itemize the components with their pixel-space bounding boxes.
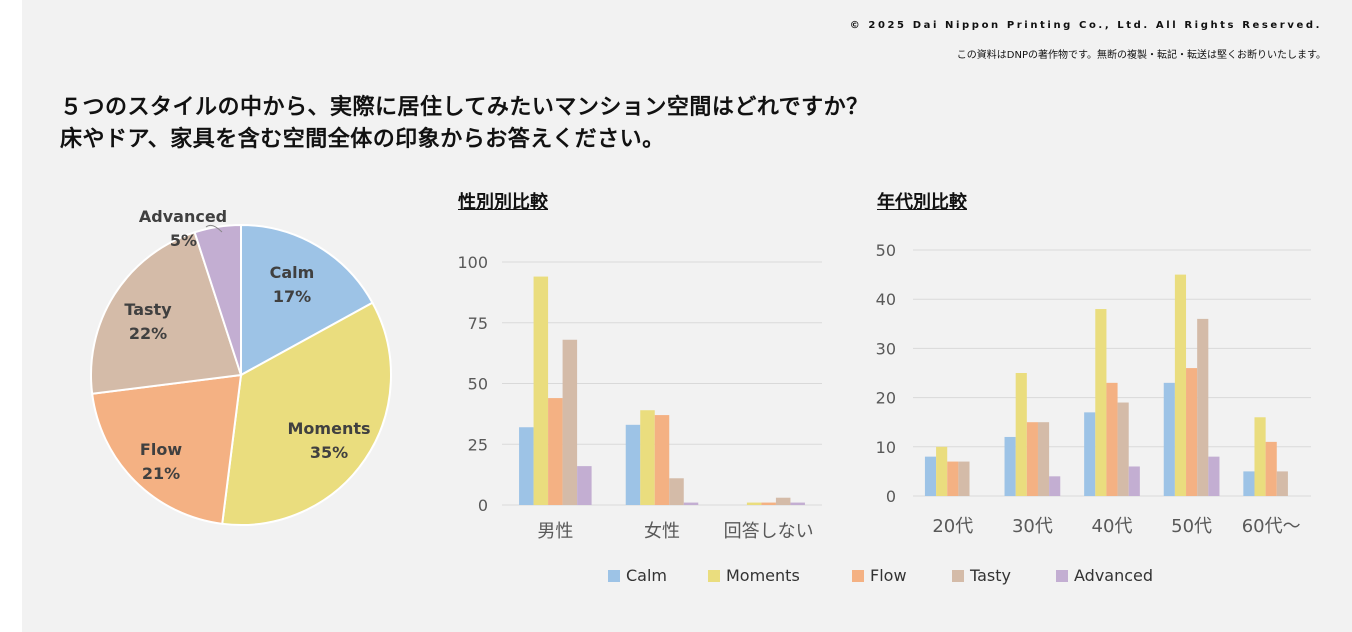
gender-bar-tasty (775, 497, 791, 505)
chart-legend: Calm Moments Flow Tasty Advanced (608, 566, 1153, 585)
pie-label-tasty: Tasty (124, 300, 172, 319)
legend-swatch (952, 569, 964, 582)
pie-slice-tasty (90, 231, 243, 395)
legend-label: Flow (870, 566, 907, 585)
pie-value-advanced: 5% (170, 231, 197, 250)
age-ytick: 30 (876, 339, 896, 358)
age-ytick: 50 (876, 241, 896, 260)
age-ytick: 10 (876, 438, 896, 457)
notice-text: この資料はDNPの著作物です。無断の複製・転記・転送は堅くお断りいたします。 (956, 50, 1326, 61)
gender-bar-moments (746, 502, 762, 505)
pie-value-calm: 17% (273, 287, 311, 306)
age-ytick: 0 (886, 487, 896, 506)
gender-bar-advanced (790, 502, 805, 505)
legend-label: Advanced (1074, 566, 1154, 585)
gender-xtick: 女性 (644, 521, 680, 542)
gender-bar-tasty (669, 478, 684, 505)
age-bar-calm (1084, 412, 1096, 496)
title-line-2: 床やドア、家具を含む空間全体の印象からお答えください。 (60, 127, 665, 152)
legend-item-tasty: Tasty (952, 566, 1056, 585)
copyright-text: © 2025 Dai Nippon Printing Co., Ltd. All… (849, 20, 1322, 31)
pie-leader-line (205, 224, 223, 233)
age-bar-flow (1106, 382, 1118, 496)
age-bar-flow (947, 461, 959, 496)
gender-chart-title: 性別別比較 (458, 192, 548, 213)
age-bar-tasty (1117, 402, 1129, 496)
gender-bar-advanced (683, 502, 699, 505)
gender-bar-calm (519, 427, 534, 505)
age-xtick: 40代 (1092, 516, 1133, 537)
gender-ytick: 75 (468, 314, 488, 333)
age-bar-flow (1026, 422, 1038, 496)
pie-value-tasty: 22% (129, 324, 167, 343)
gender-ytick: 50 (468, 375, 488, 394)
gender-ytick: 0 (478, 496, 488, 515)
legend-item-flow: Flow (852, 566, 952, 585)
gender-xtick: 男性 (537, 521, 573, 542)
pie-slice-flow (91, 373, 243, 525)
legend-swatch (852, 569, 864, 582)
age-bar-tasty (1197, 318, 1209, 496)
pie-slice-moments (221, 301, 392, 526)
age-bar-tasty (1276, 471, 1288, 496)
age-xtick: 20代 (932, 516, 973, 537)
gender-bar-flow (761, 502, 776, 505)
gender-bar-advanced (577, 466, 592, 505)
legend-item-advanced: Advanced (1056, 566, 1153, 585)
age-bar-flow (1186, 368, 1198, 496)
pie-value-flow: 21% (142, 464, 180, 483)
gender-bar-flow (654, 415, 670, 505)
gender-bar-moments (640, 410, 655, 505)
age-xtick: 60代～ (1242, 516, 1301, 537)
age-bar-calm (1243, 471, 1255, 496)
legend-label: Tasty (970, 566, 1012, 585)
gender-bar-tasty (562, 339, 578, 505)
question-title: ５つのスタイルの中から、実際に居住してみたいマンション空間はどれですか？ 床やド… (60, 92, 869, 156)
pie-label-advanced: Advanced (139, 207, 227, 226)
pie-label-calm: Calm (270, 263, 315, 282)
gender-bar-flow (548, 398, 563, 505)
age-bar-moments (936, 446, 948, 496)
age-bar-advanced (1208, 456, 1220, 496)
age-bar-advanced (1049, 476, 1061, 496)
age-bar-moments (1254, 417, 1266, 496)
age-bar-moments (1015, 373, 1027, 496)
gender-ytick: 25 (468, 435, 488, 454)
pie-value-moments: 35% (310, 443, 348, 462)
legend-swatch (708, 569, 720, 582)
age-bar-flow (1265, 441, 1277, 496)
pie-slice-calm (240, 223, 374, 377)
age-bar-tasty (958, 461, 970, 496)
pie-label-flow: Flow (140, 440, 182, 459)
gender-xtick: 回答しない (724, 521, 814, 542)
age-bar-calm (1163, 382, 1175, 496)
legend-swatch (1056, 569, 1068, 582)
age-xtick: 30代 (1012, 516, 1053, 537)
age-bar-calm (1004, 436, 1016, 496)
age-bar-advanced (1128, 466, 1140, 496)
age-bar-tasty (1037, 422, 1050, 496)
age-bar-moments (1095, 309, 1107, 496)
title-line-1: ５つのスタイルの中から、実際に居住してみたいマンション空間はどれですか？ (60, 95, 869, 120)
gender-bar-moments (533, 276, 549, 505)
pie-slice-advanced (193, 223, 242, 376)
age-bar-moments (1174, 274, 1187, 496)
age-ytick: 20 (876, 389, 896, 408)
legend-label: Calm (626, 566, 668, 585)
legend-item-moments: Moments (708, 566, 852, 585)
gender-bar-calm (625, 424, 641, 505)
age-bar-calm (924, 456, 937, 496)
age-ytick: 40 (876, 290, 896, 309)
legend-swatch (608, 569, 620, 582)
age-chart-title: 年代別比較 (877, 192, 967, 213)
pie-label-moments: Moments (288, 419, 371, 438)
gender-ytick: 100 (457, 253, 488, 272)
age-xtick: 50代 (1171, 516, 1212, 537)
legend-label: Moments (726, 566, 800, 585)
legend-item-calm: Calm (608, 566, 708, 585)
